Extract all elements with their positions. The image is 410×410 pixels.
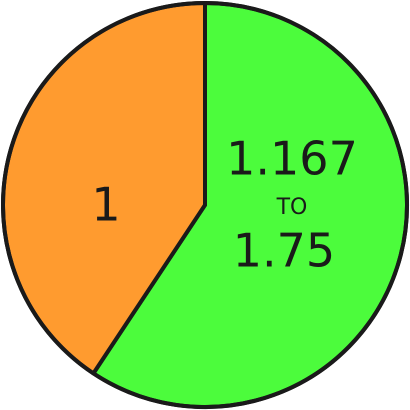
slice-label-to: TO xyxy=(276,195,308,220)
slice-label-1: 1 xyxy=(91,178,120,232)
slice-label-1.167: 1.167 xyxy=(226,132,358,186)
slice-label-1.75: 1.75 xyxy=(233,224,335,278)
